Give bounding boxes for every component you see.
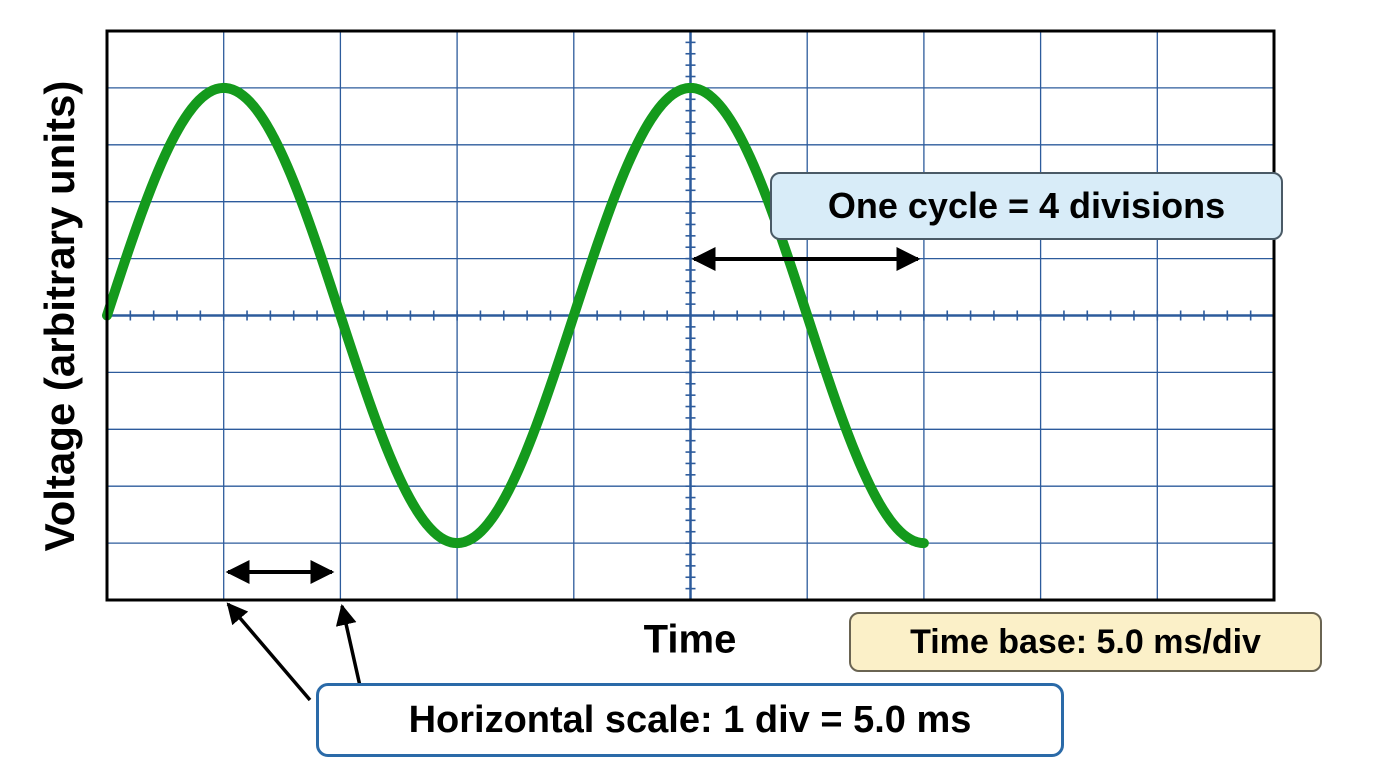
pointer-arrow-right bbox=[335, 603, 362, 687]
y-axis-label: Voltage (arbitrary units) bbox=[36, 80, 83, 552]
cycle-annotation-box: One cycle = 4 divisions bbox=[770, 172, 1283, 240]
horizontal-scale-box: Horizontal scale: 1 div = 5.0 ms bbox=[316, 683, 1064, 757]
pointer-arrow-left bbox=[226, 602, 312, 702]
horizontal-scale-text: Horizontal scale: 1 div = 5.0 ms bbox=[408, 698, 972, 741]
screen-frame bbox=[105, 29, 1276, 602]
time-base-text: Time base: 5.0 ms/div bbox=[910, 622, 1261, 661]
time-base-box: Time base: 5.0 ms/div bbox=[849, 612, 1322, 672]
cycle-annotation-text: One cycle = 4 divisions bbox=[827, 185, 1226, 226]
x-axis-label: Time bbox=[643, 617, 737, 662]
